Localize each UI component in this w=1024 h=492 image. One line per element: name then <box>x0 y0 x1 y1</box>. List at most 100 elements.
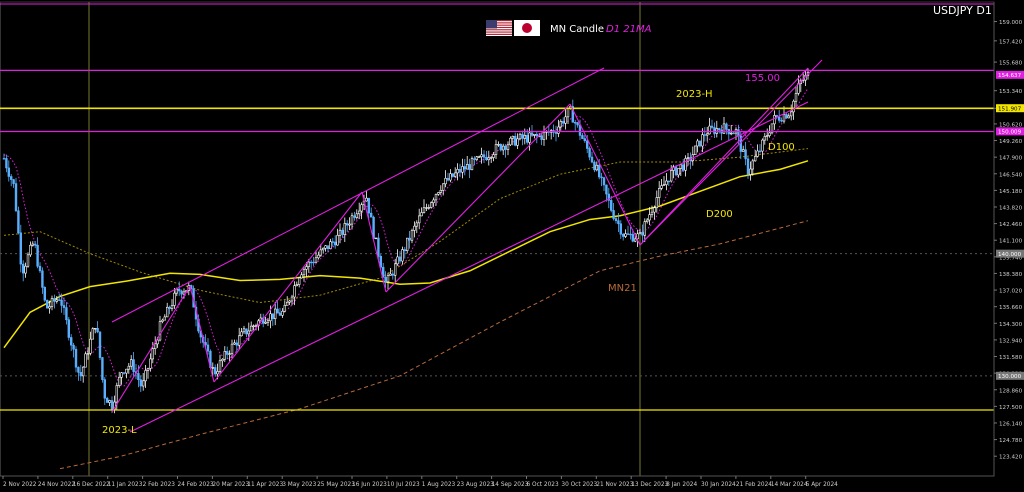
candle-body <box>367 197 370 214</box>
candle-body <box>24 265 27 274</box>
candle-body <box>624 233 627 237</box>
candle-body <box>96 328 99 333</box>
candle-body <box>250 325 253 332</box>
level-155-label: 155.00 <box>745 73 780 84</box>
candle-body <box>77 366 80 373</box>
candle-body <box>741 149 745 152</box>
candle-body <box>89 338 92 354</box>
candle-body <box>513 135 517 146</box>
candle-body <box>149 358 152 369</box>
candle-body <box>384 276 387 283</box>
candle-body <box>669 170 673 182</box>
candle-body <box>489 157 493 159</box>
candle-body <box>487 157 490 161</box>
y-axis-tick-label: 145.180 <box>999 189 1023 195</box>
candle-body <box>214 367 217 375</box>
candle-body <box>710 125 714 128</box>
x-axis-tick-label: 24 Feb 2023 <box>178 482 214 488</box>
price-tag-label: 130.000 <box>998 374 1022 380</box>
trend-line <box>129 101 809 433</box>
candle-body <box>528 132 531 143</box>
candle-body <box>360 204 363 212</box>
candle-body <box>252 325 255 327</box>
candle-body <box>233 342 236 345</box>
candle-body <box>516 138 519 146</box>
candle-body <box>118 376 121 386</box>
candle-body <box>108 400 111 403</box>
candle-body <box>314 257 318 263</box>
candle-body <box>417 215 421 224</box>
candle-body <box>33 243 37 246</box>
candle-body <box>290 296 294 302</box>
candle-body <box>55 299 59 302</box>
candle-body <box>309 261 313 264</box>
mn21-label: MN21 <box>608 283 637 294</box>
candle-body <box>686 157 690 159</box>
candle-body <box>106 397 109 403</box>
candle-body <box>494 144 498 155</box>
candle-body <box>338 229 342 236</box>
y-axis-tick-label: 147.900 <box>999 156 1023 162</box>
candle-body <box>722 123 726 134</box>
candle-body <box>127 365 131 370</box>
candle-body <box>564 116 567 124</box>
candle-body <box>17 210 20 234</box>
candle-body <box>684 158 687 171</box>
candle-body <box>576 122 579 126</box>
candle-body <box>619 223 623 235</box>
x-axis-tick-label: 25 May 2023 <box>317 482 355 488</box>
candle-body <box>602 177 606 186</box>
candle-body <box>348 223 351 226</box>
candle-body <box>326 245 330 250</box>
y-axis-tick-label: 132.940 <box>999 338 1023 344</box>
candle-body <box>271 313 274 319</box>
y-axis-tick-label: 141.100 <box>999 239 1023 245</box>
candle-body <box>386 275 390 283</box>
candle-body <box>657 188 661 198</box>
candle-body <box>732 132 735 135</box>
japan-flag-disc <box>522 23 532 33</box>
candle-body <box>665 180 668 185</box>
candle-body <box>293 285 296 298</box>
candle-body <box>437 192 440 195</box>
y-axis-tick-label: 123.420 <box>999 455 1023 461</box>
y-axis-tick-label: 153.340 <box>999 89 1023 95</box>
candle-body <box>787 115 791 119</box>
candle-body <box>446 177 450 181</box>
candle-body <box>218 360 222 372</box>
y-axis-tick-label: 139.740 <box>999 255 1023 261</box>
candle-body <box>101 357 104 380</box>
candle-body <box>180 290 183 295</box>
candle-body <box>302 268 306 276</box>
candle-body <box>156 339 159 345</box>
candle-body <box>729 132 733 135</box>
d200-label: D200 <box>706 209 733 220</box>
x-axis-tick-label: 11 Apr 2023 <box>247 482 283 488</box>
price-tag-box <box>996 70 1024 79</box>
candle-body <box>161 319 164 322</box>
candle-body <box>57 299 61 301</box>
candle-body <box>151 348 154 360</box>
candle-body <box>130 359 133 367</box>
candle-body <box>67 319 71 338</box>
candle-body <box>607 193 611 201</box>
y-axis-tick-label: 137.020 <box>999 289 1023 295</box>
candle-body <box>345 223 349 226</box>
candle-body <box>499 144 502 151</box>
candle-body <box>175 288 178 294</box>
candle-body <box>617 220 620 225</box>
candle-body <box>621 233 625 237</box>
candle-body <box>295 284 298 287</box>
y-axis-tick-label: 138.380 <box>999 272 1023 278</box>
candle-body <box>554 132 558 134</box>
candle-body <box>26 254 30 267</box>
candle-body <box>773 115 776 125</box>
candle-body <box>331 241 334 243</box>
candle-body <box>158 321 162 341</box>
trend-line <box>361 191 387 293</box>
us-flag-stripe <box>486 33 512 35</box>
candle-body <box>45 299 49 309</box>
y-axis-tick-label: 127.500 <box>999 405 1023 411</box>
y-axis-tick-label: 143.820 <box>999 205 1023 211</box>
candle-body <box>451 173 454 177</box>
